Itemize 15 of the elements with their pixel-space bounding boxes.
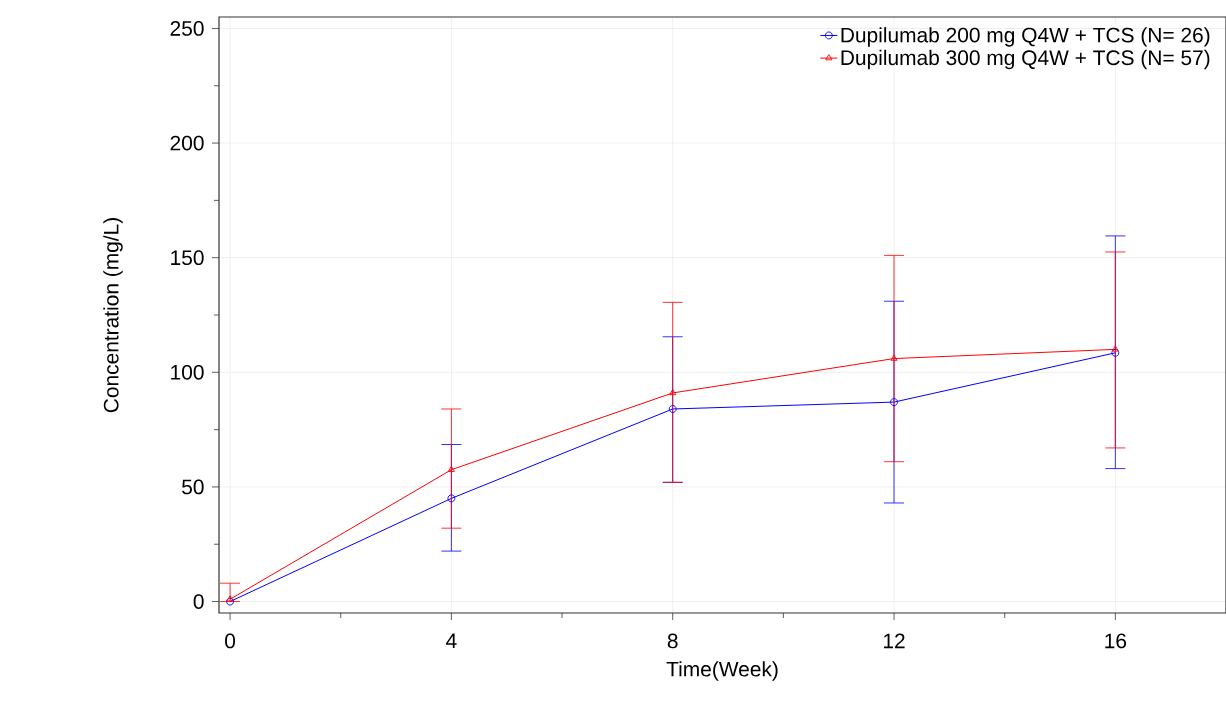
legend-label: Dupilumab 300 mg Q4W + TCS (N= 57) (841, 49, 1210, 70)
y-tick-label: 200 (170, 135, 204, 151)
x-tick-label: 16 (1105, 633, 1127, 649)
y-tick-label: 0 (193, 594, 204, 609)
y-axis-title: Concentration (mg/L) (103, 218, 123, 413)
x-tick-label: 12 (883, 633, 905, 649)
legend-label: Dupilumab 200 mg Q4W + TCS (N= 26) (841, 27, 1210, 47)
x-axis-title: Time(Week) (666, 661, 778, 681)
y-tick-label: 150 (171, 250, 204, 266)
y-tick-label: 250 (170, 21, 204, 36)
x-tick-label: 0 (225, 633, 236, 649)
y-tick-label: 50 (182, 479, 204, 495)
x-tick-label: 4 (446, 633, 457, 648)
y-tick-label: 100 (171, 364, 204, 380)
x-tick-label: 8 (667, 633, 678, 649)
